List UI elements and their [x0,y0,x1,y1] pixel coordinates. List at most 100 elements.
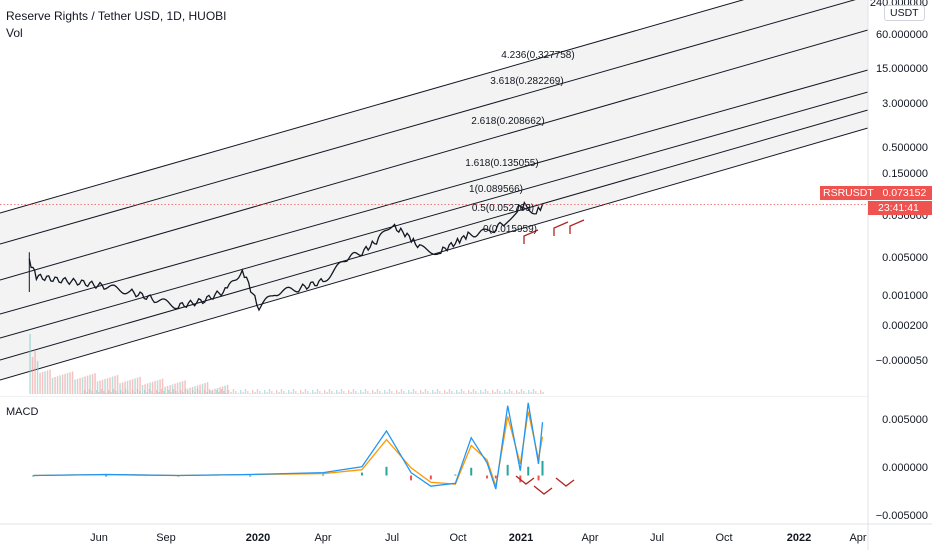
volume-bar [292,389,295,394]
volume-bar [494,392,496,394]
volume-bar [381,393,383,394]
volume-bar [208,389,211,394]
volume-bar [403,391,405,394]
volume-bar [81,377,84,394]
volume-bar [79,378,81,394]
volume-bar [297,393,299,394]
volume-bar [237,393,239,394]
volume-bar [182,392,184,394]
volume-bar [477,393,479,394]
volume-bar [311,390,314,394]
volume-bar [271,391,273,394]
macd-tick-label: 0.000000 [882,462,928,474]
volume-bar [259,391,261,394]
fib-line-4 [0,29,868,281]
volume-bar [374,392,376,394]
macd-hist-bar [32,475,35,477]
volume-bar [235,391,237,394]
fib-line-1 [0,109,868,361]
volume-bar [527,390,530,394]
volume-bar [458,392,460,394]
volume-bar [496,389,499,394]
volume-bar [116,375,119,394]
volume-label: Vol [6,26,23,40]
volume-bar [398,392,400,394]
volume-bar [69,372,71,394]
volume-bar [503,390,506,394]
volume-bar [333,393,335,394]
volume-bar [266,392,268,394]
volume-bar [431,390,434,394]
volume-bar [111,376,114,394]
volume-bar [121,382,124,394]
volume-bar [383,390,386,394]
volume-bar [91,391,93,394]
volume-bar [395,390,398,394]
fib-line-5 [0,0,856,245]
volume-bar [407,390,410,394]
volume-bar [165,393,167,394]
volume-bar [463,391,465,394]
volume-bar [268,389,271,394]
volume-bar [467,390,470,394]
volume-bar [369,393,371,394]
fib-label-1: 3.618(0.282269) [490,76,563,87]
volume-bar [302,392,304,394]
volume-bar [287,390,290,394]
volume-bar [434,392,436,394]
volume-bar [460,389,463,394]
volume-bar [290,392,292,394]
volume-bar [506,392,508,394]
fib-line-2 [0,91,868,339]
volume-bar [542,392,544,394]
volume-bar [475,391,477,394]
volume-bar [199,391,201,394]
volume-bar [511,391,513,394]
volume-bar [66,373,69,394]
volume-bar [216,388,219,394]
volume-bar [194,392,196,394]
volume-bar [31,357,34,394]
volume-bar [439,391,441,394]
volume-bar [520,389,523,394]
volume-bar [96,381,99,394]
volume-bar [139,376,141,394]
volume-bar [141,393,143,394]
currency-badge[interactable]: USDT [884,5,925,21]
volume-bar [352,389,355,394]
time-tick-label: 2021 [509,532,533,544]
volume-bar [508,389,511,394]
volume-bar [189,393,191,394]
volume-bar [323,390,326,394]
volume-bar [350,392,352,394]
fib-label-6: 0(0.015959) [483,224,537,235]
volume-bar [455,390,458,394]
volume-bar [213,393,215,394]
volume-bar [422,392,424,394]
volume-bar [285,393,287,394]
volume-bar [139,391,141,394]
volume-bar [283,391,285,394]
volume-bar [304,389,307,394]
volume-bar [169,385,171,394]
volume-bar [206,382,209,394]
volume-bar [201,383,204,394]
macd-hist-bar [494,475,497,479]
volume-bar [41,372,44,394]
fib-label-4: 1(0.089566) [469,184,523,195]
fib-channel[interactable] [0,0,868,381]
volume-bar [101,379,104,394]
volume-bar [54,377,56,394]
volume-bar [144,384,146,394]
volume-bar [109,377,111,394]
volume-bar [110,392,112,394]
volume-bar [136,377,139,394]
fib-label-0: 4.236(0.327758) [501,50,574,61]
volume-bar [187,391,189,394]
volume-bar [134,392,136,394]
volume-bar [184,389,187,394]
volume-bar [218,392,220,394]
